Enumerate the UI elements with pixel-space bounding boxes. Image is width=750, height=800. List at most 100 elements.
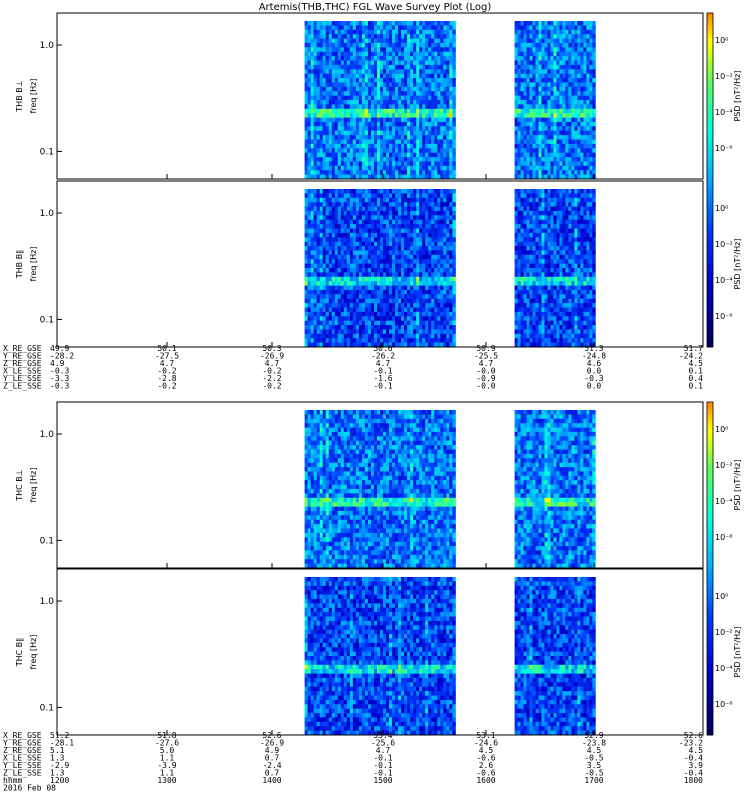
heatmap-cell xyxy=(532,121,536,127)
heatmap-cell xyxy=(431,289,435,295)
heatmap-cell xyxy=(337,165,342,171)
heatmap-cell xyxy=(413,316,417,322)
heatmap-cell xyxy=(580,51,584,57)
heatmap-cell xyxy=(523,276,527,282)
heatmap-cell xyxy=(377,329,381,335)
heatmap-cell xyxy=(331,135,336,140)
heatmap-cell xyxy=(544,272,548,278)
heatmap-cell xyxy=(559,100,563,105)
heatmap-cell xyxy=(523,86,527,92)
heatmap-cell xyxy=(374,316,378,322)
heatmap-cell xyxy=(328,298,333,304)
heatmap-cell xyxy=(404,152,408,158)
heatmap-cell xyxy=(352,108,357,114)
heatmap-cell xyxy=(547,47,551,53)
heatmap-cell xyxy=(328,157,333,162)
heatmap-cell xyxy=(346,325,351,330)
heatmap-cell xyxy=(355,108,360,114)
heatmap-cell xyxy=(544,210,548,216)
heatmap-cell xyxy=(413,21,417,26)
heatmap-cell xyxy=(419,333,423,339)
heatmap-cell xyxy=(346,224,351,229)
heatmap-cell xyxy=(407,210,411,216)
heatmap-cell xyxy=(313,152,318,158)
heatmap-cell xyxy=(316,193,321,199)
heatmap-cell xyxy=(544,42,548,48)
heatmap-cell xyxy=(422,104,426,110)
heatmap-cell xyxy=(529,100,533,105)
heatmap-cell xyxy=(425,152,429,158)
heatmap-cell xyxy=(346,64,351,70)
heatmap-cell xyxy=(313,189,318,194)
heatmap-cell xyxy=(340,237,345,243)
heatmap-cell xyxy=(386,91,390,96)
heatmap-cell xyxy=(431,333,435,339)
heatmap-cell xyxy=(322,268,327,273)
heatmap-cell xyxy=(446,42,450,48)
heatmap-cell xyxy=(568,157,572,162)
heatmap-cell xyxy=(553,126,557,132)
heatmap-cell xyxy=(331,64,336,70)
heatmap-cell xyxy=(547,152,551,158)
heatmap-cell xyxy=(586,82,590,88)
heatmap-cell xyxy=(334,193,339,199)
heatmap-cell xyxy=(538,34,542,39)
heatmap-cell xyxy=(386,38,390,44)
heatmap-cell xyxy=(325,237,330,243)
heatmap-cell xyxy=(425,320,429,326)
heatmap-cell xyxy=(392,73,396,79)
heatmap-cell xyxy=(319,82,324,88)
heatmap-cell xyxy=(367,342,372,348)
heatmap-cell xyxy=(398,228,402,234)
heatmap-cell xyxy=(386,333,390,339)
heatmap-cell xyxy=(446,60,450,66)
heatmap-cell xyxy=(449,60,453,66)
heatmap-cell xyxy=(431,82,435,88)
heatmap-cell xyxy=(517,281,521,286)
heatmap-cell xyxy=(334,298,339,304)
heatmap-cell xyxy=(550,51,554,57)
heatmap-cell xyxy=(544,311,548,317)
heatmap-cell xyxy=(580,38,584,44)
heatmap-cell xyxy=(389,157,393,162)
heatmap-cell xyxy=(413,113,417,118)
heatmap-cell xyxy=(343,38,348,44)
heatmap-cell xyxy=(568,100,572,105)
heatmap-cell xyxy=(532,285,536,291)
heatmap-cell xyxy=(410,250,414,256)
heatmap-cell xyxy=(307,51,311,57)
heatmap-cell xyxy=(538,130,542,136)
heatmap-cell xyxy=(349,210,354,216)
heatmap-cell xyxy=(316,143,321,149)
heatmap-cell xyxy=(404,202,408,207)
heatmap-cell xyxy=(544,189,548,194)
heatmap-cell xyxy=(316,311,321,317)
heatmap-cell xyxy=(358,148,363,154)
heatmap-cell xyxy=(407,161,411,167)
heatmap-cell xyxy=(404,338,408,343)
heatmap-cell xyxy=(343,219,348,225)
heatmap-cell xyxy=(413,276,417,282)
heatmap-cell xyxy=(416,143,420,149)
heatmap-cell xyxy=(398,325,402,330)
heatmap-cell xyxy=(310,174,315,180)
heatmap-cell xyxy=(346,157,351,162)
heatmap-cell xyxy=(577,47,581,53)
heatmap-cell xyxy=(404,272,408,278)
heatmap-cell xyxy=(407,82,411,88)
heatmap-cell xyxy=(568,174,572,180)
heatmap-cell xyxy=(416,139,420,145)
heatmap-cell xyxy=(571,139,575,145)
heatmap-cell xyxy=(550,86,554,92)
heatmap-cell xyxy=(398,193,402,199)
heatmap-cell xyxy=(544,254,548,260)
heatmap-cell xyxy=(568,139,572,145)
heatmap-cell xyxy=(377,250,381,256)
heatmap-cell xyxy=(523,113,527,118)
heatmap-cell xyxy=(389,161,393,167)
heatmap-cell xyxy=(343,143,348,149)
heatmap-cell xyxy=(340,250,345,256)
heatmap-cell xyxy=(395,224,399,229)
heatmap-cell xyxy=(428,42,432,48)
heatmap-cell xyxy=(386,250,390,256)
